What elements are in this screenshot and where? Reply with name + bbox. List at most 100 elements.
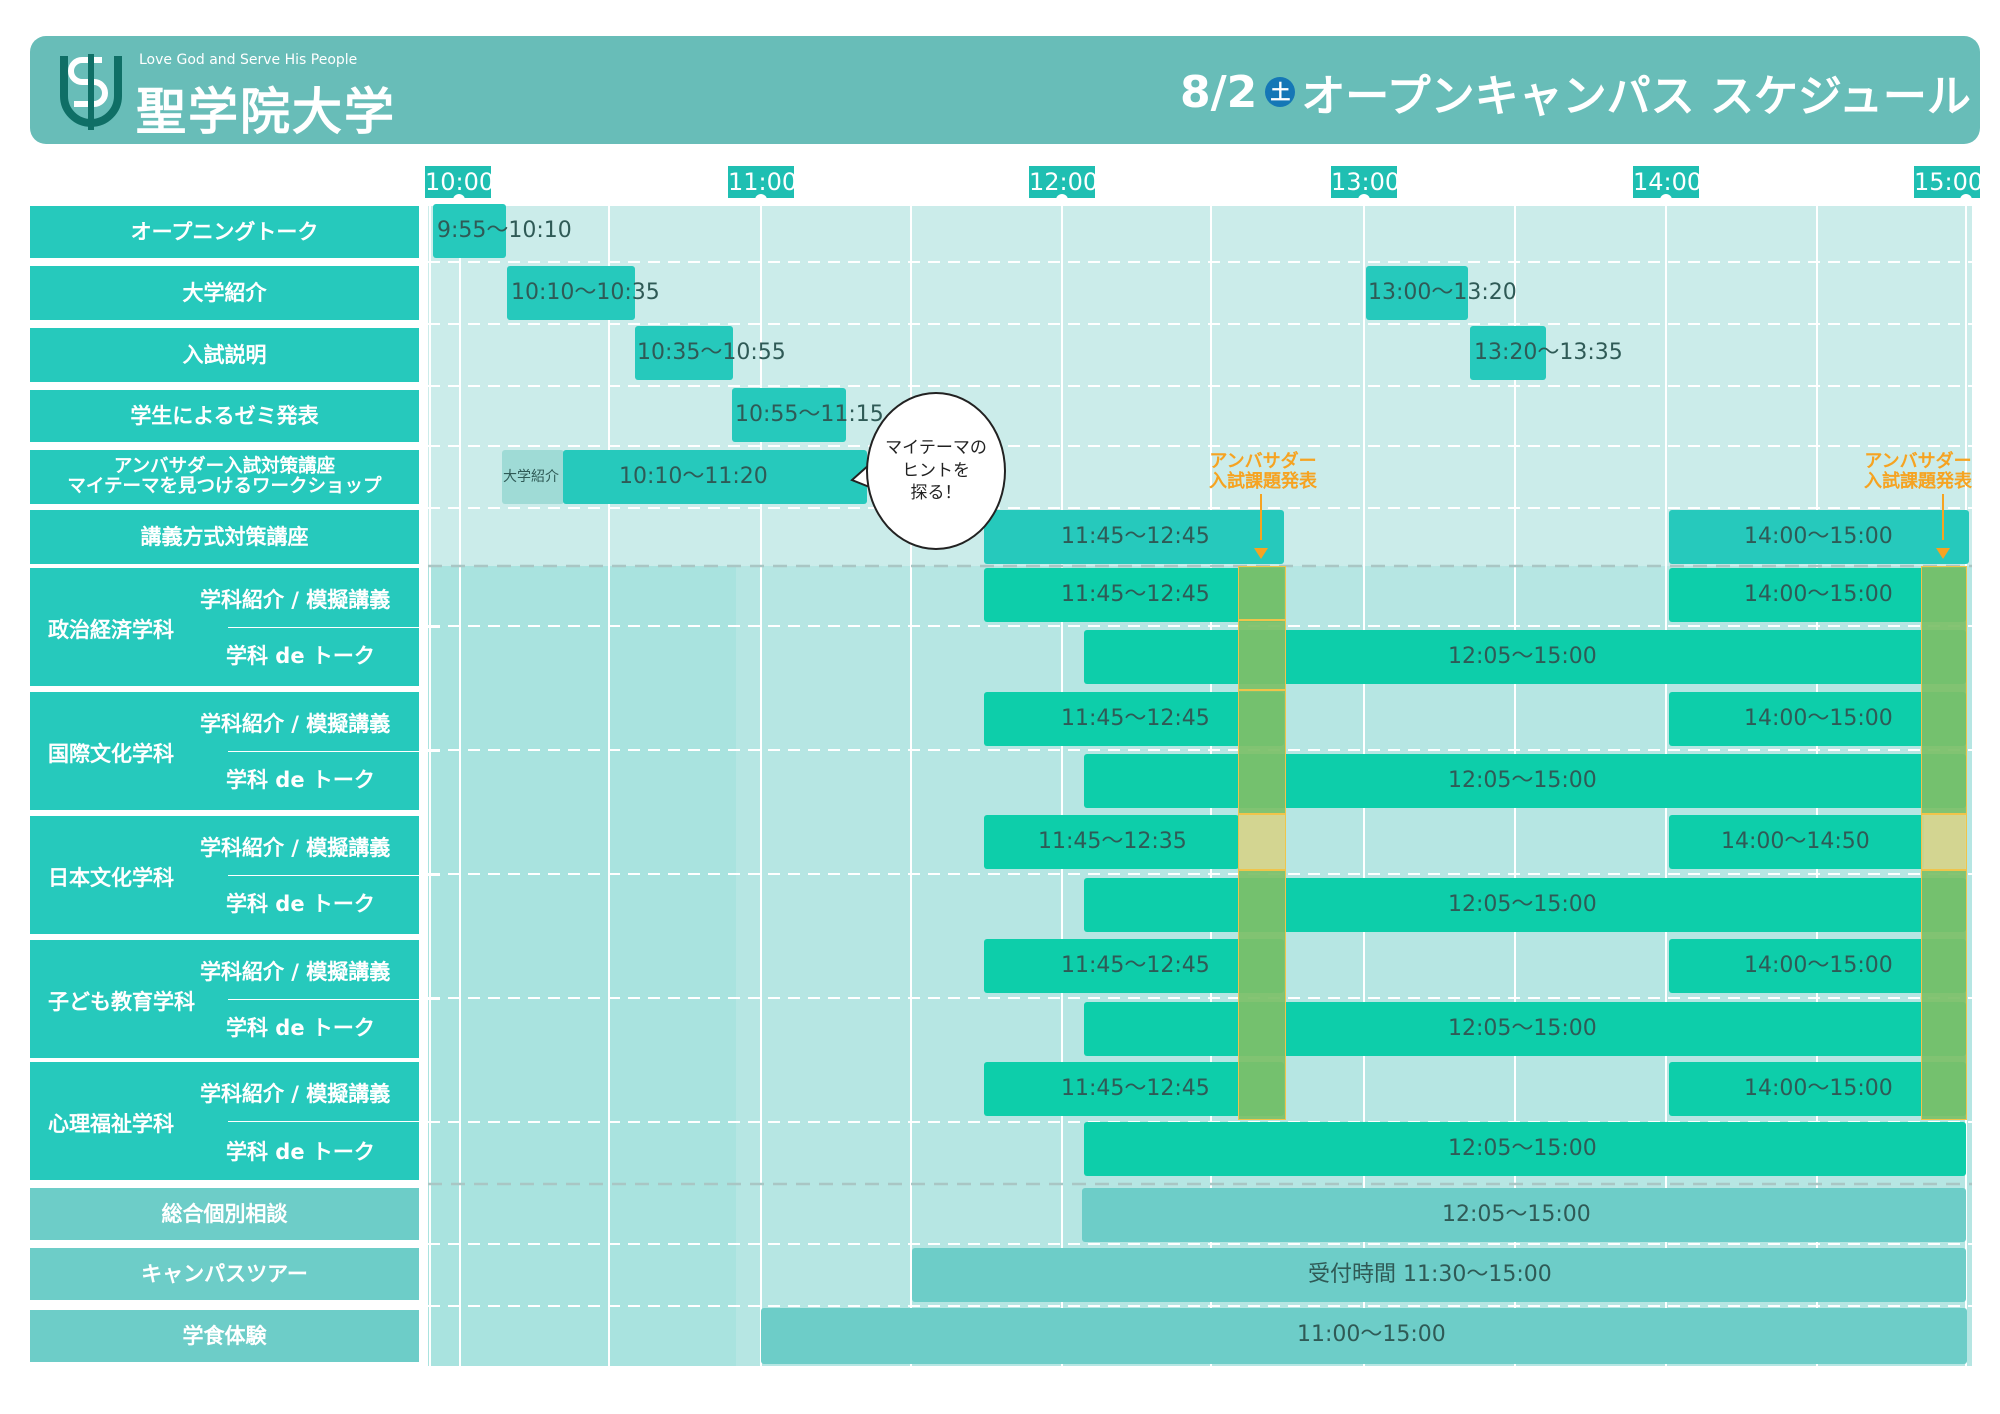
dept-sub-talk: 学科 de トーク [226,1016,375,1040]
event-intro-am[interactable]: 10:10〜10:35 [507,266,660,320]
event-dept5-pm[interactable]: 14:00〜15:00 [1669,1062,1966,1116]
time-tick-marker [1660,194,1672,206]
time-tick-15: 15:00 [1914,166,1984,198]
event-time: 10:35〜10:55 [637,340,786,365]
event-time: 14:00〜15:00 [1744,953,1893,978]
event-time: 12:05〜15:00 [1448,892,1597,917]
row-label-exam: 入試説明 [30,328,419,382]
event-dept1-talk[interactable]: 12:05〜15:00 [1084,630,1966,684]
dept-name: 子ども教育学科 [48,990,195,1014]
dept-sub-talk: 学科 de トーク [226,892,375,916]
time-tick-marker [453,194,465,206]
event-dept3-talk[interactable]: 12:05〜15:00 [1084,878,1966,932]
event-time: 12:05〜15:00 [1448,644,1597,669]
event-dept3-pm[interactable]: 14:00〜14:50 [1669,815,1924,869]
event-time: 12:05〜15:00 [1448,1136,1597,1161]
event-exam-pm[interactable]: 13:20〜13:35 [1470,326,1623,380]
event-time: 11:45〜12:45 [1061,524,1210,549]
event-time: 11:45〜12:35 [1038,829,1187,854]
ambassador-band-free [1921,814,1967,870]
event-time: 12:05〜15:00 [1448,768,1597,793]
event-time: 12:05〜15:00 [1448,1016,1597,1041]
bubble-text: マイテーマの ヒントを 探る！ [885,437,987,504]
university-logo [60,54,122,130]
dept-sub-intro: 学科紹介 / 模擬講義 [200,1082,391,1106]
time-tick-marker [1056,194,1068,206]
event-time: 9:55〜10:10 [437,218,572,243]
event-amb-intro[interactable]: 大学紹介 [502,450,564,504]
event-lecture-pm[interactable]: 14:00〜15:00 [1669,510,1969,564]
event-dept2-pm[interactable]: 14:00〜15:00 [1669,692,1966,746]
event-time: 14:00〜15:00 [1744,706,1893,731]
dept-divider [228,627,440,628]
event-exam-am[interactable]: 10:35〜10:55 [635,326,786,380]
event-time: 10:55〜11:15 [735,402,884,427]
ambassador-band [1238,870,1286,1120]
event-food[interactable]: 11:00〜15:00 [761,1308,1967,1364]
university-name: 聖学院大学 [136,82,396,141]
arrow-head-icon [1936,548,1950,559]
dept-sub-intro: 学科紹介 / 模擬講義 [200,960,391,984]
event-dept4-pm[interactable]: 14:00〜15:00 [1669,939,1966,993]
row-label-food: 学食体験 [30,1310,419,1362]
row-label-tour: キャンパスツアー [30,1248,419,1300]
event-lecture-am[interactable]: 11:45〜12:45 [984,510,1284,564]
time-tick-10: 10:00 [425,166,495,198]
time-tick-marker [1960,194,1972,206]
dept-name: 日本文化学科 [48,866,174,890]
event-dept5-talk[interactable]: 12:05〜15:00 [1084,1122,1966,1176]
event-intro-pm[interactable]: 13:00〜13:20 [1366,266,1517,320]
event-opening[interactable]: 9:55〜10:10 [433,204,572,258]
ambassador-arrow-2 [1942,494,1944,540]
row-label-seminar: 学生によるゼミ発表 [30,390,419,442]
event-date: 8/2 [1180,66,1258,118]
ambassador-callout-1: アンバサダー 入試課題発表 [1195,452,1331,492]
event-time: 11:45〜12:45 [1061,706,1210,731]
event-time: 11:45〜12:45 [1061,953,1210,978]
page-title: 8/2 土 オープンキャンパス スケジュール [1180,62,1971,123]
row-label-intro: 大学紹介 [30,266,419,320]
dept-sub-talk: 学科 de トーク [226,768,375,792]
dept-divider [228,999,440,1000]
time-tick-marker [1358,194,1370,206]
row-label-ambassador: アンバサダー入試対策講座 マイテーマを見つけるワークショップ [30,450,419,504]
event-ambassador-workshop[interactable]: 10:10〜11:20 [563,450,867,504]
event-tour[interactable]: 受付時間 11:30〜15:00 [912,1248,1966,1302]
event-dept1-am[interactable]: 11:45〜12:45 [984,568,1284,622]
event-dept3-am[interactable]: 11:45〜12:35 [984,815,1239,869]
event-dept4-am[interactable]: 11:45〜12:45 [984,939,1284,993]
event-time: 14:00〜15:00 [1744,582,1893,607]
event-time: 14:00〜14:50 [1721,829,1870,854]
event-dept2-am[interactable]: 11:45〜12:45 [984,692,1284,746]
speech-bubble: マイテーマの ヒントを 探る！ [866,392,1006,550]
dept-block: 日本文化学科 学科紹介 / 模擬講義 学科 de トーク [30,816,440,934]
event-time: 13:00〜13:20 [1368,280,1517,305]
time-tick-11: 11:00 [728,166,798,198]
callout-line1: アンバサダー [1864,451,1972,472]
dept-divider [228,1121,440,1122]
event-time: 10:10〜10:35 [511,280,660,305]
dept-divider [228,751,440,752]
event-time: 10:10〜11:20 [619,464,768,489]
event-time: 受付時間 11:30〜15:00 [1308,1262,1552,1287]
callout-line2: 入試課題発表 [1209,470,1317,492]
event-label: 大学紹介 [503,469,559,485]
dept-block: 子ども教育学科 学科紹介 / 模擬講義 学科 de トーク [30,940,440,1058]
event-time: 14:00〜15:00 [1744,524,1893,549]
event-dept2-talk[interactable]: 12:05〜15:00 [1084,754,1966,808]
dept-sub-intro: 学科紹介 / 模擬講義 [200,712,391,736]
event-dept5-am[interactable]: 11:45〜12:45 [984,1062,1284,1116]
time-tick-13: 13:00 [1331,166,1401,198]
dept-sub-intro: 学科紹介 / 模擬講義 [200,836,391,860]
dept-block: 国際文化学科 学科紹介 / 模擬講義 学科 de トーク [30,692,440,810]
dept-name: 心理福祉学科 [48,1112,174,1136]
event-consult[interactable]: 12:05〜15:00 [1082,1188,1966,1242]
event-dept4-talk[interactable]: 12:05〜15:00 [1084,1002,1966,1056]
event-dept1-pm[interactable]: 14:00〜15:00 [1669,568,1966,622]
event-seminar[interactable]: 10:55〜11:15 [732,388,884,442]
ambassador-callout-2: アンバサダー 入試課題発表 [1850,452,1986,492]
row-label-ambassador-line2: マイテーマを見つけるワークショップ [67,476,382,497]
day-badge: 土 [1265,77,1296,107]
dept-divider [228,875,440,876]
event-time: 11:45〜12:45 [1061,1076,1210,1101]
